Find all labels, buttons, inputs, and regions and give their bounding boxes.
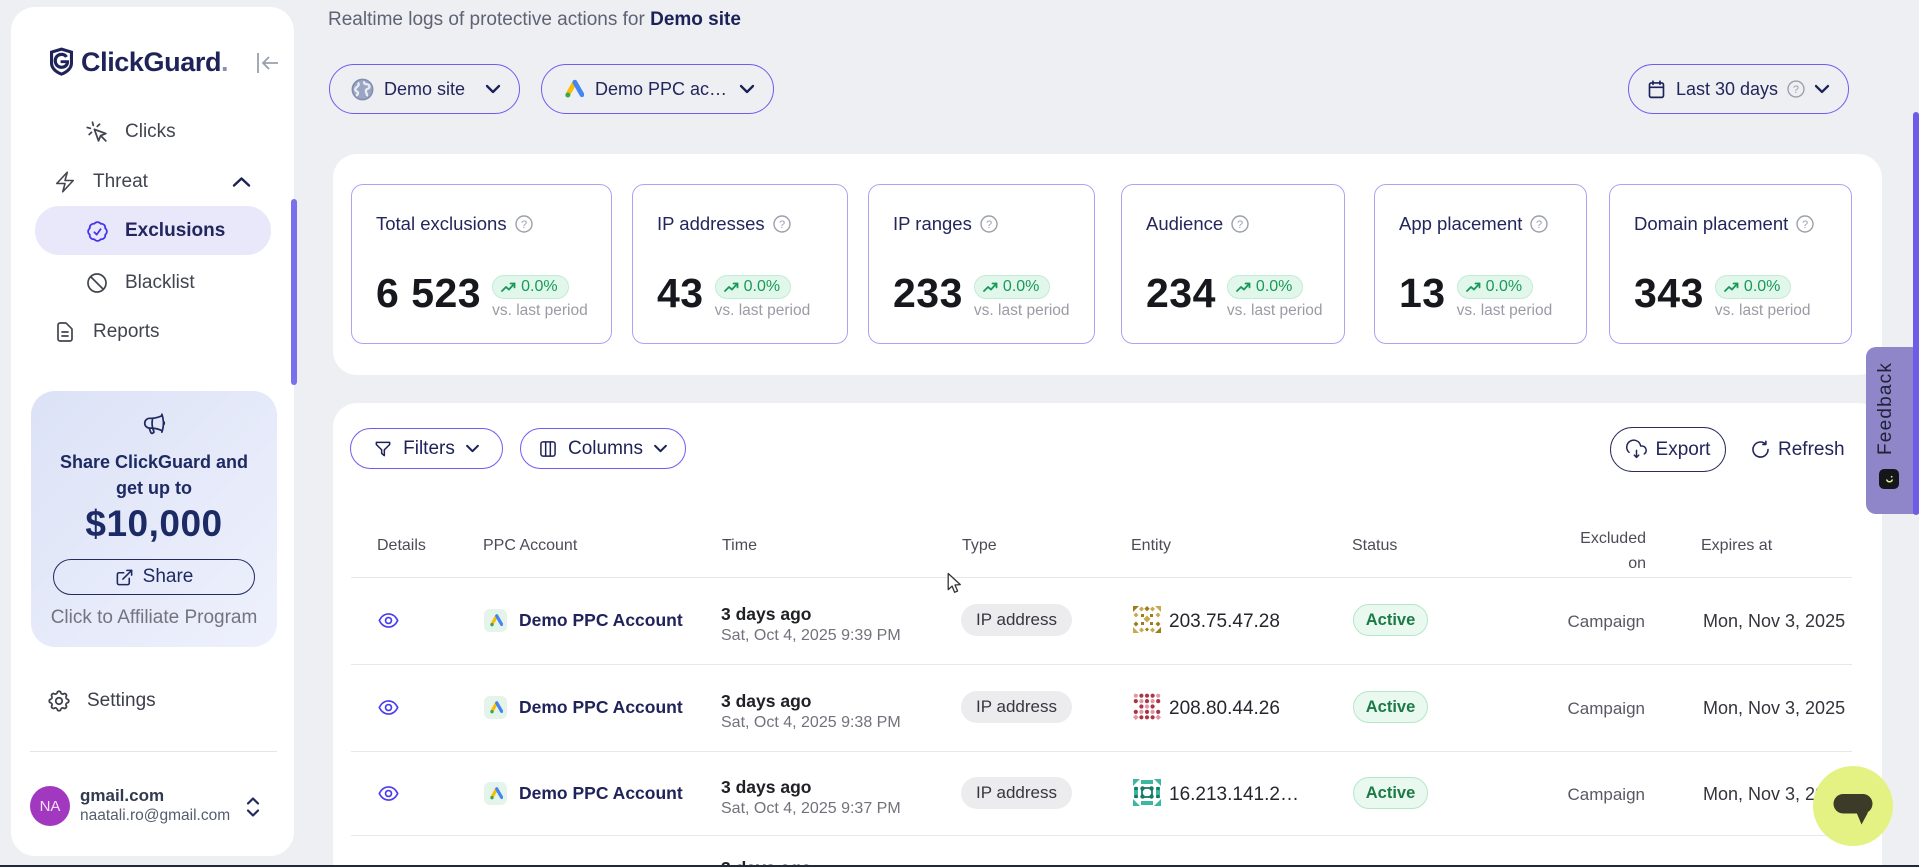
svg-text:?: ? xyxy=(1536,219,1542,231)
svg-text:?: ? xyxy=(1802,219,1808,231)
svg-text:ClickGuard.: ClickGuard. xyxy=(81,47,228,77)
svg-text:?: ? xyxy=(986,219,992,231)
svg-text:?: ? xyxy=(521,219,527,231)
svg-text:?: ? xyxy=(1237,219,1243,231)
svg-text:?: ? xyxy=(779,219,785,231)
svg-text:?: ? xyxy=(1793,84,1799,96)
